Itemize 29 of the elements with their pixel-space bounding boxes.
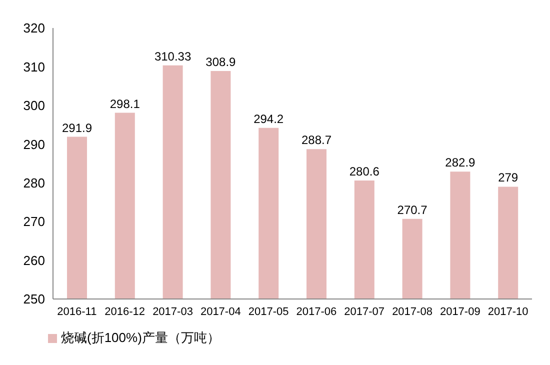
data-label: 280.6 bbox=[349, 164, 380, 179]
data-label: 298.1 bbox=[110, 96, 140, 111]
y-tick-label: 290 bbox=[23, 136, 45, 152]
data-label: 308.9 bbox=[206, 54, 236, 69]
y-tick-label: 270 bbox=[23, 214, 45, 230]
data-label: 288.7 bbox=[301, 133, 332, 148]
x-tick-label: 2017-09 bbox=[440, 306, 480, 318]
data-label: 282.9 bbox=[445, 156, 476, 170]
data-label: 310.33 bbox=[154, 49, 192, 64]
y-tick-label: 260 bbox=[23, 252, 45, 268]
data-label: 294.2 bbox=[254, 112, 284, 126]
data-label: 279 bbox=[498, 170, 518, 185]
data-label: 270.7 bbox=[397, 202, 428, 217]
x-tick-label: 2017-06 bbox=[296, 306, 337, 318]
x-tick-label: 2016-12 bbox=[104, 306, 146, 318]
x-tick-label: 2016-11 bbox=[57, 306, 97, 318]
x-tick-label: 2017-04 bbox=[200, 306, 241, 318]
y-tick-label: 320 bbox=[23, 20, 45, 36]
y-tick-label: 310 bbox=[23, 59, 45, 74]
x-tick-label: 2017-05 bbox=[248, 306, 289, 318]
x-tick-label: 2017-08 bbox=[392, 306, 432, 318]
x-tick-label: 2017-10 bbox=[488, 306, 528, 318]
x-tick-label: 2017-03 bbox=[152, 306, 193, 318]
y-tick-label: 250 bbox=[23, 292, 45, 307]
legend-label: 烧碱(折100%)产量（万吨） bbox=[61, 330, 220, 345]
x-tick-label: 2017-07 bbox=[344, 306, 385, 318]
y-tick-label: 300 bbox=[23, 98, 45, 114]
data-label: 291.9 bbox=[62, 120, 92, 135]
y-tick-label: 280 bbox=[23, 175, 45, 190]
